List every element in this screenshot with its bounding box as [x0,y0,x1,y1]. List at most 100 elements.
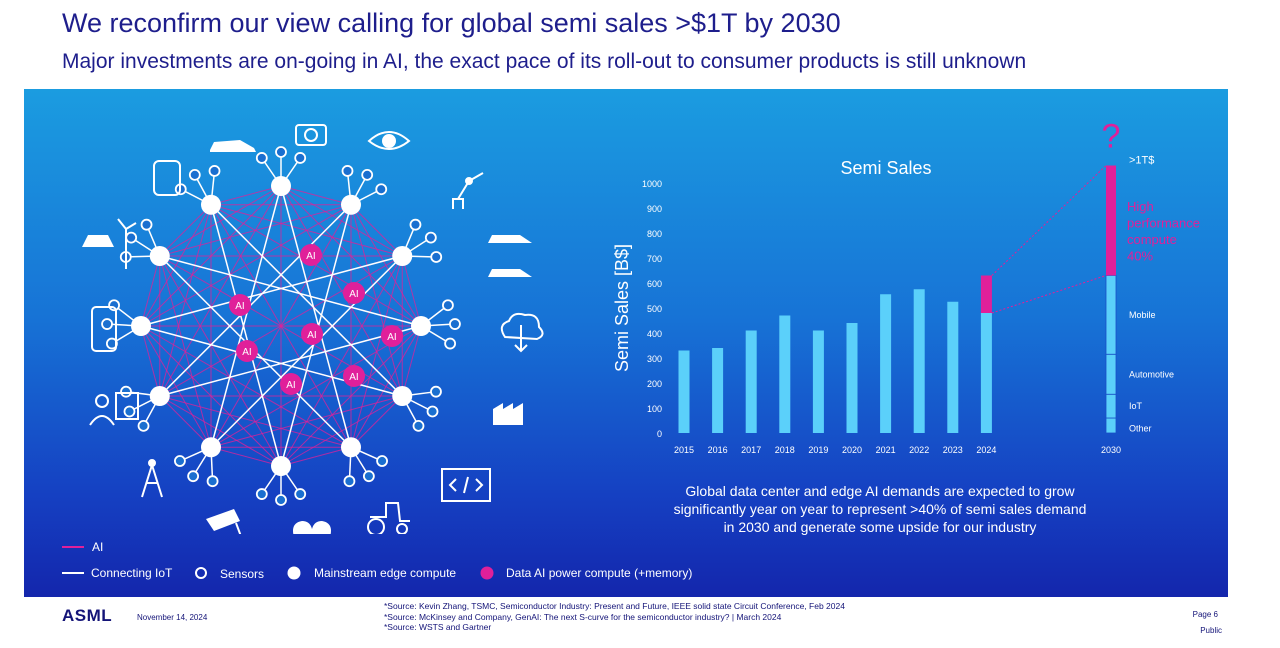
iot-link [280,185,352,448]
edge-compute-node [271,176,291,196]
sensor-node [409,218,422,231]
page-number: Page 6 [1192,610,1218,619]
sensor-node [343,475,356,488]
caption-line: in 2030 and generate some upside for our… [723,519,1037,535]
edge-compute-node [271,456,291,476]
ai-node [236,340,258,362]
bar [880,294,892,433]
legend: AI Connecting IoT Sensors Mainstream edg… [62,533,762,583]
ai-node [381,325,403,347]
sensor-node [430,251,443,263]
ai-node-label: AI [349,372,358,383]
hpc-label-line: performance [1127,216,1200,231]
sensor-node [294,488,307,500]
iot-link [159,255,422,327]
ai-network-diagram: AI AI AI AI AI AI AI AI [82,124,544,534]
ai-link [159,395,282,467]
x-tick-label: 2021 [876,445,896,455]
semi-sales-chart: Semi Sales Semi Sales [B$] 0 100 200 300 400 50… [612,118,1200,456]
iot-link [140,255,403,327]
iot-link [210,204,282,467]
footer-date: November 14, 2024 [137,613,208,622]
ai-link [210,446,282,467]
x-tick-label: 2015 [674,445,694,455]
iot-link [210,255,403,448]
iot-link [159,204,352,397]
edge-compute-node [341,437,361,458]
sensor-node [140,218,153,231]
legend-edge-dot [287,566,301,580]
y-tick-label: 500 [647,304,662,314]
ai-node [343,365,365,387]
y-tick-label: 0 [657,429,662,439]
y-tick-label: 700 [647,254,662,264]
sensors [101,146,461,506]
tractor-icon [367,502,410,534]
bar-2030-hpc [1106,165,1116,276]
x-tick-label: 2024 [976,445,996,455]
bar [712,348,724,433]
legend-data-ai-dot [480,566,494,580]
ai-link [140,325,212,448]
ai-node-label: AI [242,347,251,358]
edge-compute-node [392,246,413,266]
x-tick-label: 2023 [943,445,963,455]
sensor-node [361,168,374,181]
chart-caption: Global data center and edge AI demands a… [610,482,1150,536]
sensor-node [442,299,454,312]
footer-sources: *Source: Kevin Zhang, TSMC, Semiconducto… [384,601,845,633]
connector-line [991,275,1107,314]
sensor-node [412,419,425,432]
eye-icon [367,131,411,150]
bar [846,323,858,433]
edge-compute-node [411,316,431,336]
y-tick-label: 800 [647,229,662,239]
caption-line: Global data center and edge AI demands a… [685,483,1075,499]
segment-label: Mobile [1129,310,1156,320]
ai-link [210,204,403,257]
ai-node-label: AI [286,380,295,391]
edge-compute-node [341,194,361,215]
y-tick-label: 300 [647,354,662,364]
camera-icon [295,124,327,146]
ai-link [280,446,352,467]
ai-link [159,255,282,467]
ai-link [140,325,161,397]
sensor-node [341,165,354,177]
bar [745,330,757,433]
sensor-node [174,455,186,467]
sensor-node [208,165,221,177]
ai-node-label: AI [235,301,244,312]
segment-label: Other [1129,424,1152,434]
bar-2030-iot [1105,393,1117,419]
sensor-node [101,318,113,330]
iot-link [210,185,282,448]
ai-link [401,255,422,327]
ai-node [280,373,302,395]
page-subtitle: Major investments are on-going in AI, th… [62,50,1027,73]
legend-data-ai-label: Data AI power compute (+memory) [506,566,693,580]
ai-node [300,244,322,266]
ai-link [401,325,422,397]
ai-link [280,185,352,206]
legend-iot-label: Connecting IoT [91,566,173,580]
edge-compute-node [131,316,151,336]
y-axis-label: Semi Sales [B$] [612,244,632,372]
smartphone-icon [91,306,117,352]
ai-node [301,323,323,345]
x-tick-label: 2019 [808,445,828,455]
y-tick-label: 200 [647,379,662,389]
bar-2030-mobile [1105,275,1117,355]
caption-line: significantly year on year to represent … [673,501,1087,517]
legend-edge-label: Mainstream edge compute [314,566,457,580]
ai-link [159,395,212,448]
person-icon [89,392,139,426]
sensor-node [206,475,219,488]
bar [913,289,925,433]
bar [947,301,959,433]
bar-ai-segment [980,275,992,313]
hpc-label-line: 40% [1127,249,1153,264]
edge-compute-node [201,437,221,458]
ai-link [210,204,352,448]
sensor-node [255,488,268,500]
